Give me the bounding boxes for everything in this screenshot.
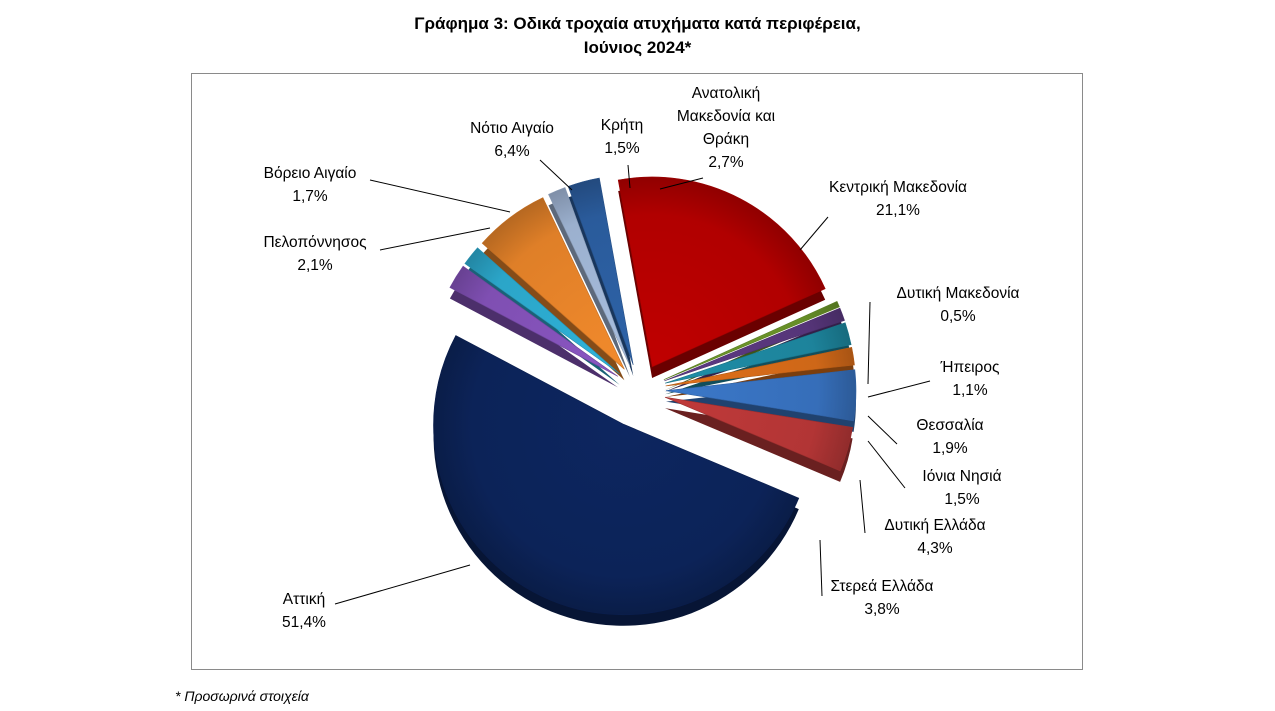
- chart-title: Γράφημα 3: Οδικά τροχαία ατυχήματα κατά …: [0, 12, 1275, 60]
- pie-slice-side: [548, 198, 630, 378]
- chart-title-line2: Ιούνιος 2024*: [583, 38, 692, 57]
- slice-name-label: Δυτική Μακεδονία: [896, 285, 1019, 302]
- leader-line: [799, 216, 829, 251]
- slice-name-label: Ιόνια Νησιά: [922, 468, 1001, 485]
- slice-value-label: 1,1%: [952, 382, 988, 399]
- slice-label: Πελοπόννησος 2,1%: [263, 234, 366, 274]
- slice-value-label: 1,5%: [604, 140, 640, 157]
- leader-line: [867, 440, 906, 489]
- slice-value-label: 51,4%: [282, 614, 326, 631]
- slice-value-label: 0,5%: [940, 308, 976, 325]
- slice-value-label: 3,8%: [864, 601, 900, 618]
- leader-line: [867, 380, 931, 398]
- slice-label: Στερεά Ελλάδα 3,8%: [830, 578, 933, 618]
- pie-slice: [665, 369, 857, 422]
- slice-value-label: 21,1%: [876, 202, 920, 219]
- pie-slice: [663, 301, 840, 380]
- slice-name-label: Πελοπόννησος: [263, 234, 366, 251]
- slice-label: Ήπειρος 1,1%: [940, 359, 1000, 399]
- slice-value-label: 1,9%: [932, 440, 968, 457]
- slice-value-label: 1,5%: [944, 491, 980, 508]
- slice-name-label: Βόρειο Αιγαίο: [264, 165, 357, 182]
- leader-line: [369, 179, 511, 213]
- leader-line: [819, 539, 823, 597]
- slice-name-label: Στερεά Ελλάδα: [830, 578, 933, 595]
- slice-label: Ιόνια Νησιά 1,5%: [922, 468, 1001, 508]
- slice-label: Αττική 51,4%: [282, 591, 326, 631]
- pie-slice: [617, 176, 826, 368]
- slice-value-label: 2,1%: [297, 257, 333, 274]
- slice-label: Ανατολική Μακεδονία και Θράκη 2,7%: [677, 85, 775, 171]
- slice-label: Δυτική Μακεδονία 0,5%: [896, 285, 1019, 325]
- pie-slice-side: [664, 408, 853, 482]
- pie-slice: [464, 247, 620, 375]
- slice-value-label: 1,7%: [292, 188, 328, 205]
- slice-label: Δυτική Ελλάδα 4,3%: [884, 517, 985, 557]
- slice-name-label: Ήπειρος: [940, 359, 1000, 376]
- leader-line: [379, 227, 491, 251]
- slice-value-label: 2,7%: [708, 154, 744, 171]
- pie-slice: [665, 346, 855, 387]
- slice-name-label: Μακεδονία και: [677, 108, 775, 125]
- slice-label: Βόρειο Αιγαίο 1,7%: [264, 165, 357, 205]
- pie-slice: [664, 396, 853, 472]
- slice-name-label: Δυτική Ελλάδα: [884, 517, 985, 534]
- leader-line: [859, 479, 866, 534]
- leader-line: [867, 415, 898, 445]
- leader-line: [867, 301, 871, 385]
- leader-line: [539, 159, 573, 191]
- slice-name-label: Κρήτη: [601, 117, 644, 134]
- pie-slice: [433, 335, 800, 616]
- slice-name-label: Θεσσαλία: [916, 417, 983, 434]
- slice-label: Κεντρική Μακεδονία 21,1%: [829, 179, 967, 219]
- slice-label: Κρήτη 1,5%: [601, 117, 644, 157]
- slice-name-label: Θράκη: [703, 131, 749, 148]
- chart-title-line1: Γράφημα 3: Οδικά τροχαία ατυχήματα κατά …: [414, 14, 861, 33]
- pie-slice-side: [568, 189, 634, 376]
- slice-label: Θεσσαλία 1,9%: [916, 417, 983, 457]
- slice-name-label: Νότιο Αιγαίο: [470, 120, 554, 137]
- pie-slice: [481, 197, 625, 370]
- leader-line: [334, 564, 471, 605]
- leader-line: [659, 177, 704, 190]
- slice-name-label: Ανατολική: [692, 85, 761, 102]
- pie-slice: [449, 265, 619, 377]
- footnote: * Προσωρινά στοιχεία: [175, 688, 309, 704]
- slice-label: Νότιο Αιγαίο 6,4%: [470, 120, 554, 160]
- pie-slice: [664, 307, 845, 382]
- leader-line: [627, 164, 631, 189]
- pie-slice: [548, 187, 631, 367]
- pie-slice: [665, 322, 852, 384]
- slice-name-label: Αττική: [283, 591, 325, 608]
- slice-value-label: 4,3%: [917, 540, 953, 557]
- slice-value-label: 6,4%: [494, 143, 530, 160]
- slice-name-label: Κεντρική Μακεδονία: [829, 179, 967, 196]
